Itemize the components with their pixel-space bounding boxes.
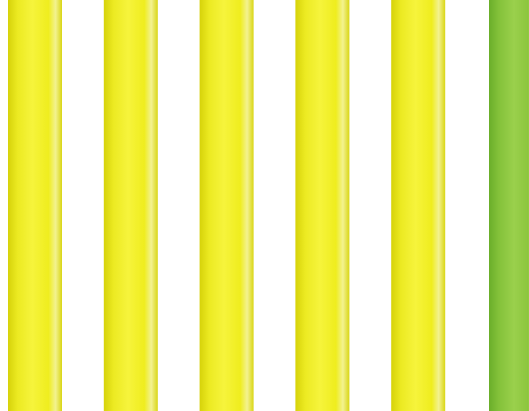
bar-2 [103,0,158,411]
bars-layer [8,0,529,411]
bar-5 [391,0,446,411]
bar-3 [199,0,254,411]
bar-6 [489,0,529,411]
bar-1 [8,0,62,411]
bar-4 [295,0,350,411]
